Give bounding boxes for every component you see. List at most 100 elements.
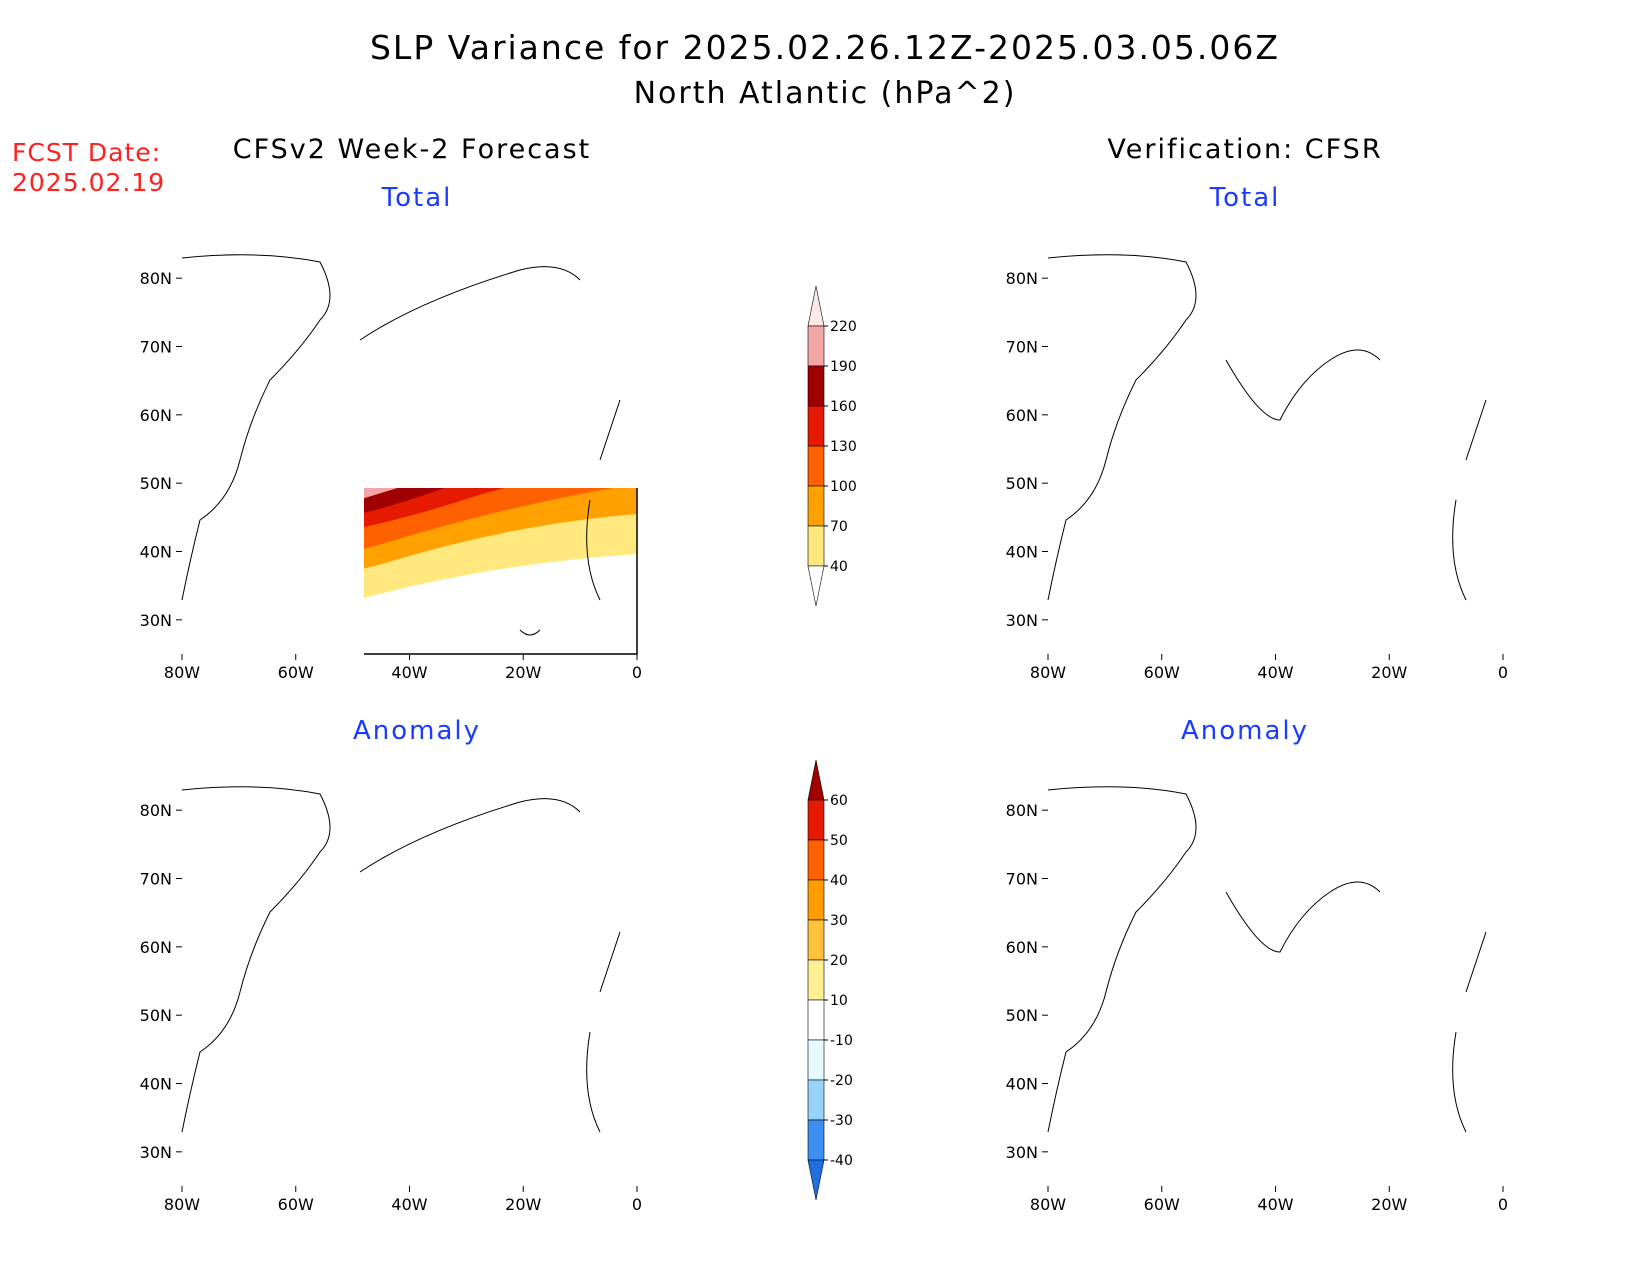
lat-label-fa: 80N [140,801,172,820]
verification-total-title: Total [1209,183,1281,213]
lat-label-vt: 60N [1006,406,1038,425]
lon-label-ft: 60W [278,663,314,682]
colorbar-anomaly-label: -30 [830,1113,853,1129]
colorbar-anomaly-label: 10 [830,993,848,1009]
lon-label-ft: 20W [505,663,541,682]
map-verification-total [1048,244,1503,654]
map-forecast-anomaly [182,776,637,1186]
coastline-fa [181,786,621,1133]
lon-label-ft: 0 [632,663,642,682]
colorbar-total-segment [807,565,825,607]
lat-label-ft: 40N [140,543,172,562]
colorbar-total-label: 130 [830,439,857,455]
map-forecast-total [364,488,638,655]
lat-label-va: 70N [1006,870,1038,889]
coastline-ft [181,254,621,636]
colorbar-anomaly-segment [807,919,825,961]
lon-label-va: 60W [1144,1195,1180,1214]
colorbar-anomaly-segment [807,999,825,1041]
lon-label-ft: 80W [164,663,200,682]
lat-label-fa: 30N [140,1143,172,1162]
colorbar-total-label: 160 [830,399,857,415]
forecast-column-title: CFSv2 Week-2 Forecast [232,134,592,165]
colorbar-anomaly-label: 50 [830,833,848,849]
colorbar-anomaly-segment [807,759,825,801]
lat-label-vt: 70N [1006,338,1038,357]
lat-label-va: 60N [1006,938,1038,957]
colorbar-total-segment [807,325,825,367]
lon-label-va: 80W [1030,1195,1066,1214]
colorbar-anomaly-segment [807,879,825,921]
main-subtitle: North Atlantic (hPa^2) [633,76,1017,111]
lat-label-va: 50N [1006,1006,1038,1025]
lat-label-vt: 80N [1006,269,1038,288]
lat-label-fa: 40N [140,1075,172,1094]
colorbar-total-segment [807,445,825,487]
colorbar-anomaly-label: -10 [830,1033,853,1049]
lon-label-fa: 0 [632,1195,642,1214]
lat-label-ft: 50N [140,474,172,493]
verification-column-title: Verification: CFSR [1107,134,1383,165]
lon-label-fa: 80W [164,1195,200,1214]
fcst-date-label: FCST Date: [12,138,162,167]
verification-anomaly-title: Anomaly [1180,716,1310,746]
lat-label-va: 40N [1006,1075,1038,1094]
colorbar-total-segment [807,405,825,447]
lat-label-ft: 60N [140,406,172,425]
colorbar-total-label: 220 [830,319,857,335]
lon-label-fa: 60W [278,1195,314,1214]
colorbar-total-segment [807,285,825,327]
lon-label-ft: 40W [391,663,427,682]
lon-label-vt: 40W [1257,663,1293,682]
lat-label-ft: 70N [140,338,172,357]
coastline-va [1047,786,1487,1133]
colorbar-anomaly-segment [807,1039,825,1081]
lon-label-vt: 80W [1030,663,1066,682]
coastlines [181,254,1487,1133]
coastline-vt [1047,254,1487,601]
colorbar-total-label: 190 [830,359,857,375]
colorbar-total-segment [807,485,825,527]
lat-label-va: 30N [1006,1143,1038,1162]
colorbar-anomaly-segment [807,1159,825,1201]
lon-label-vt: 20W [1371,663,1407,682]
colorbar-anomaly-label: -20 [830,1073,853,1089]
lon-label-fa: 40W [391,1195,427,1214]
lon-label-fa: 20W [505,1195,541,1214]
fcst-date-block: FCST Date: 2025.02.19 [12,138,165,198]
lat-label-ft: 80N [140,269,172,288]
colorbar-anomaly-label: 20 [830,953,848,969]
lon-label-vt: 60W [1144,663,1180,682]
lat-label-fa: 50N [140,1006,172,1025]
lat-label-vt: 50N [1006,474,1038,493]
lon-label-vt: 0 [1498,663,1508,682]
colorbar-total-label: 40 [830,559,848,575]
colorbar-anomaly-label: 60 [830,793,848,809]
colorbar-anomaly-segment [807,799,825,841]
lat-label-va: 80N [1006,801,1038,820]
colorbar-anomaly-label: 40 [830,873,848,889]
colorbar-total-segment [807,525,825,567]
lat-label-vt: 30N [1006,611,1038,630]
lat-label-vt: 40N [1006,543,1038,562]
map-verification-anomaly [1048,776,1503,1186]
lat-label-fa: 60N [140,938,172,957]
lat-label-fa: 70N [140,870,172,889]
lat-label-ft: 30N [140,611,172,630]
colorbars-layer: 220 190 160 130 100 70 40 60 50 40 30 20 10 -10 -20 -30… [807,285,857,1201]
colorbar-total-segment [807,365,825,407]
lon-label-va: 0 [1498,1195,1508,1214]
colorbar-anomaly-label: -40 [830,1153,853,1169]
colorbar-total-label: 70 [830,519,848,535]
forecast-anomaly-title: Anomaly [352,716,482,746]
axes-layer: 80N 70N 60N 50N 40N 30N 80W 60W 40W 20W 0 80N 70N 60N… [140,269,1508,1214]
colorbar-anomaly-label: 30 [830,913,848,929]
colorbar-anomaly-segment [807,959,825,1001]
colorbar-total-label: 100 [830,479,857,495]
lon-label-va: 40W [1257,1195,1293,1214]
fcst-date-value: 2025.02.19 [12,168,166,197]
colorbar-anomaly-segment [807,1119,825,1161]
forecast-total-title: Total [381,183,453,213]
colorbar-anomaly-segment [807,1079,825,1121]
main-title: SLP Variance for 2025.02.26.12Z-2025.03.… [369,28,1281,67]
